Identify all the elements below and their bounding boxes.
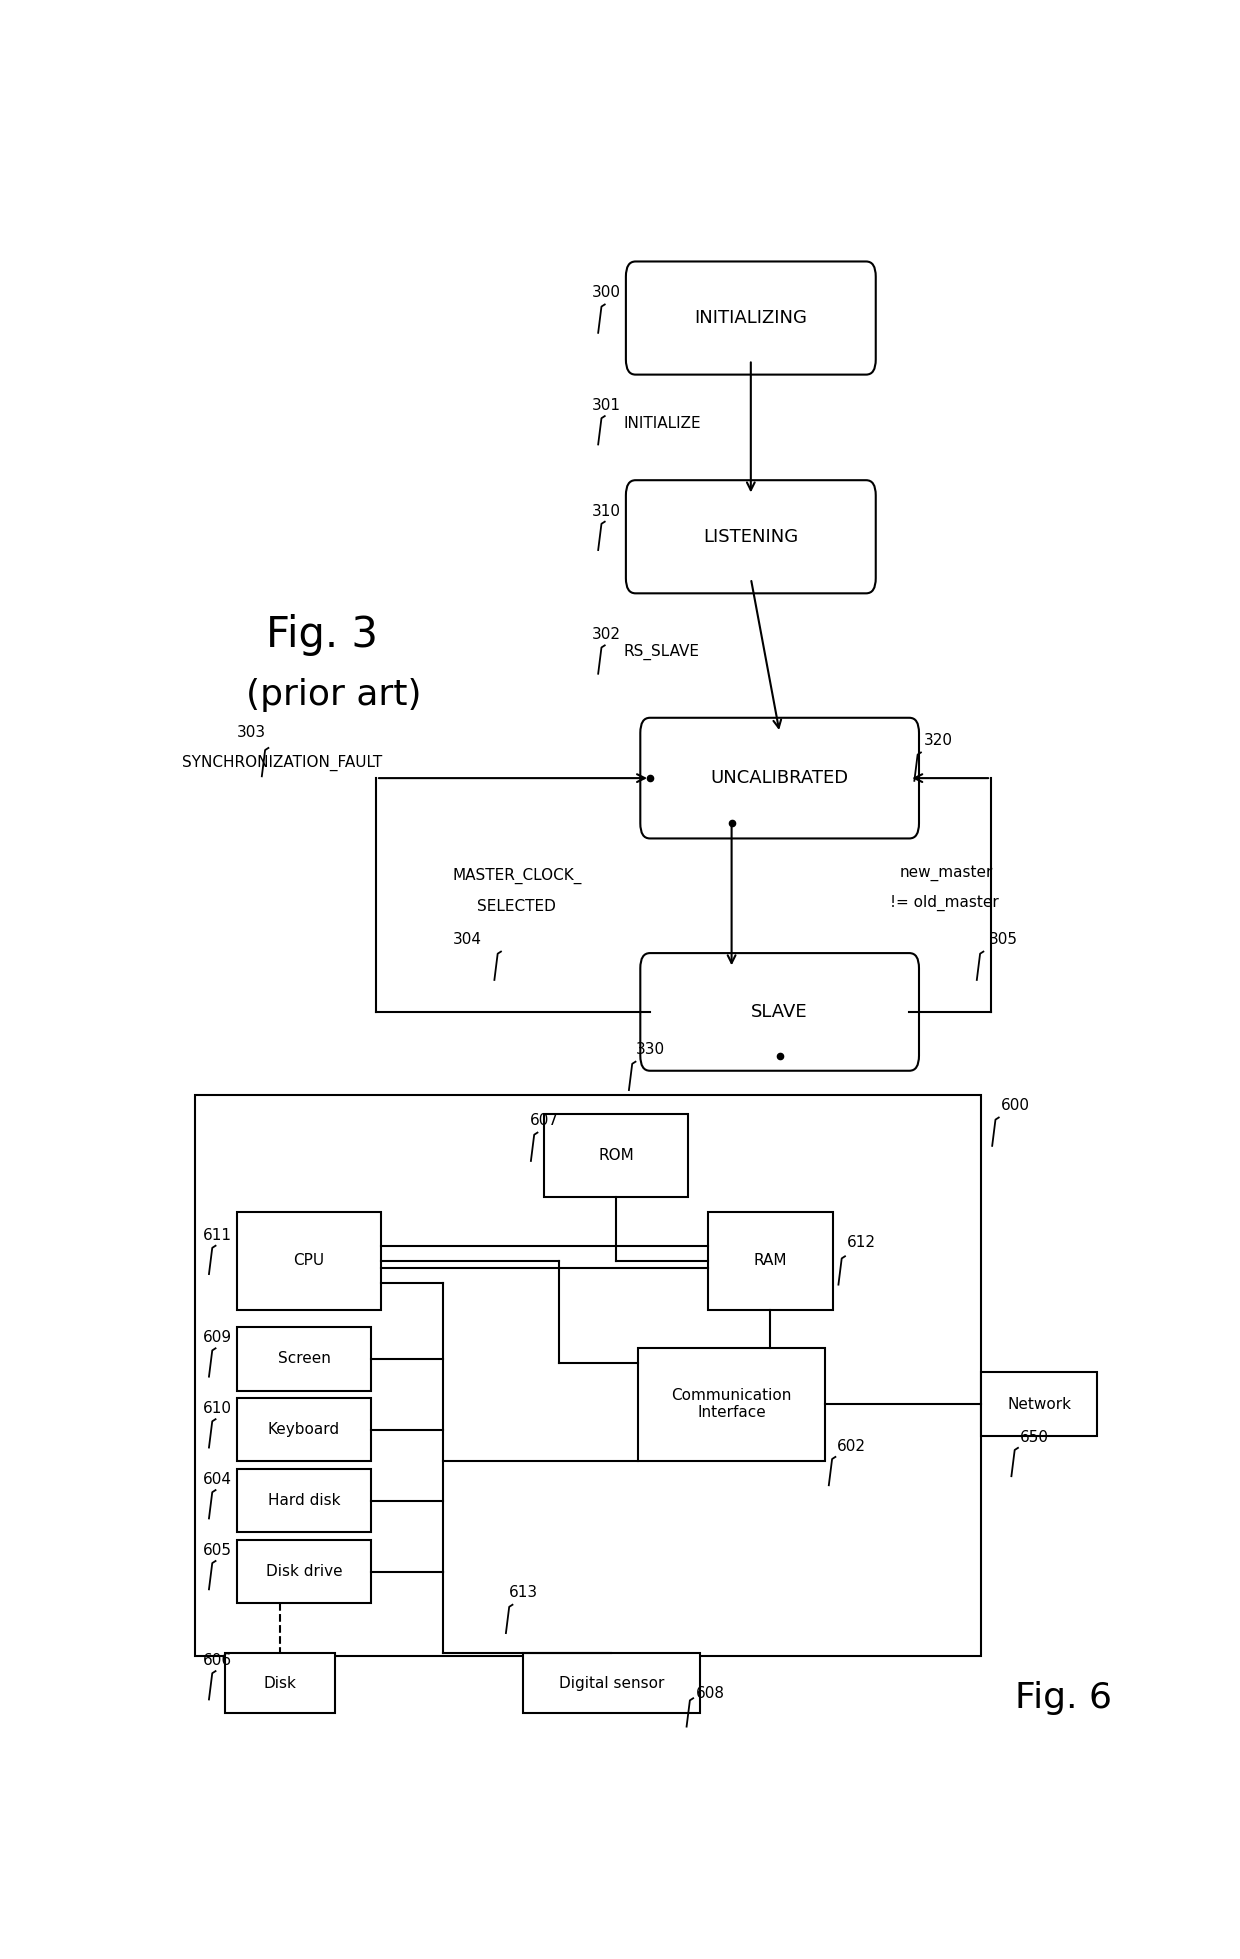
Bar (237, 1540, 371, 1602)
Text: 604: 604 (203, 1471, 232, 1487)
Text: 310: 310 (593, 503, 621, 519)
Text: ROM: ROM (599, 1148, 634, 1164)
Text: Hard disk: Hard disk (268, 1493, 340, 1508)
Bar (522, 1653, 701, 1714)
Bar (237, 1399, 371, 1461)
Text: 302: 302 (593, 627, 621, 643)
Bar (708, 1213, 832, 1311)
Text: RS_SLAVE: RS_SLAVE (624, 645, 699, 660)
Text: RAM: RAM (753, 1254, 787, 1267)
Bar (982, 1373, 1097, 1436)
Text: 320: 320 (924, 733, 952, 748)
Text: Fig. 3: Fig. 3 (265, 613, 377, 656)
Text: INITIALIZING: INITIALIZING (694, 310, 807, 327)
Text: Keyboard: Keyboard (268, 1422, 340, 1438)
Text: 305: 305 (990, 932, 1018, 946)
Text: Digital sensor: Digital sensor (559, 1675, 665, 1691)
Text: 610: 610 (203, 1401, 232, 1416)
FancyBboxPatch shape (626, 261, 875, 374)
Text: Disk: Disk (263, 1675, 296, 1691)
Text: 304: 304 (453, 932, 482, 946)
Bar (196, 1095, 982, 1655)
Text: MASTER_CLOCK_: MASTER_CLOCK_ (453, 868, 583, 884)
Text: LISTENING: LISTENING (703, 527, 799, 547)
FancyBboxPatch shape (640, 954, 919, 1072)
Text: (prior art): (prior art) (247, 678, 422, 713)
Text: 650: 650 (1019, 1430, 1049, 1446)
Text: new_master: new_master (900, 866, 993, 882)
Text: 609: 609 (203, 1330, 232, 1346)
Text: 602: 602 (837, 1440, 867, 1454)
Text: Fig. 6: Fig. 6 (1016, 1681, 1112, 1716)
Bar (544, 1115, 688, 1197)
Text: 330: 330 (635, 1042, 665, 1058)
Text: 613: 613 (508, 1585, 538, 1601)
Bar (637, 1348, 826, 1461)
Text: 300: 300 (593, 284, 621, 300)
Text: Disk drive: Disk drive (265, 1563, 342, 1579)
Text: 611: 611 (203, 1228, 232, 1242)
Text: UNCALIBRATED: UNCALIBRATED (711, 770, 848, 788)
Text: CPU: CPU (293, 1254, 325, 1267)
Text: Network: Network (1007, 1397, 1071, 1412)
FancyBboxPatch shape (640, 717, 919, 838)
Text: 606: 606 (203, 1653, 232, 1669)
Text: 301: 301 (593, 398, 621, 413)
Bar (224, 1653, 335, 1714)
Text: Screen: Screen (278, 1352, 330, 1365)
Text: SYNCHRONIZATION_FAULT: SYNCHRONIZATION_FAULT (182, 754, 382, 770)
Bar (237, 1469, 371, 1532)
Bar (237, 1213, 381, 1311)
FancyBboxPatch shape (626, 480, 875, 594)
Text: 605: 605 (203, 1544, 232, 1557)
Text: 612: 612 (847, 1236, 875, 1250)
Text: Communication
Interface: Communication Interface (671, 1387, 792, 1420)
Text: 303: 303 (237, 725, 265, 741)
Text: 608: 608 (696, 1687, 725, 1700)
Text: INITIALIZE: INITIALIZE (624, 415, 702, 431)
Text: 600: 600 (1001, 1097, 1029, 1113)
Text: 607: 607 (529, 1113, 559, 1128)
Text: != old_master: != old_master (890, 895, 999, 911)
Text: SLAVE: SLAVE (751, 1003, 808, 1021)
Text: SELECTED: SELECTED (477, 899, 556, 913)
Bar (237, 1326, 371, 1391)
